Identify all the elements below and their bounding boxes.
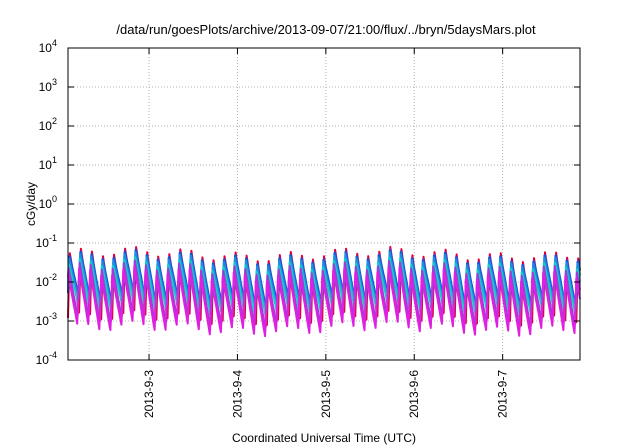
y-axis-label: cGy/day <box>24 182 38 226</box>
chart-title: /data/run/goesPlots/archive/2013-09-07/2… <box>116 22 536 37</box>
y-tick-label: 10-2 <box>36 272 57 289</box>
x-tick-label: 2013-9-5 <box>319 370 333 418</box>
x-axis-ticks: 2013-9-3 2013-9-4 2013-9-5 2013-9-6 2013-9-7 <box>142 48 510 418</box>
series-line <box>67 265 581 338</box>
y-tick-label: 104 <box>39 38 57 55</box>
y-tick-label: 101 <box>39 155 57 172</box>
series-line <box>67 256 581 317</box>
x-tick-label: 2013-9-6 <box>407 370 421 418</box>
series-line <box>67 251 581 313</box>
y-tick-label: 103 <box>39 77 57 94</box>
y-tick-label: 10-1 <box>36 233 57 250</box>
x-axis-label: Coordinated Universal Time (UTC) <box>232 431 416 445</box>
series-line <box>67 259 581 329</box>
y-tick-label: 10-3 <box>36 311 57 328</box>
x-tick-label: 2013-9-7 <box>496 370 510 418</box>
y-tick-label: 100 <box>39 194 57 211</box>
x-tick-label: 2013-9-3 <box>142 370 156 418</box>
series-group <box>67 245 581 338</box>
y-axis-ticks: 10-4 10-3 10-2 10-1 100 101 102 103 104 <box>36 38 580 367</box>
x-tick-label: 2013-9-4 <box>230 370 244 418</box>
y-tick-label: 10-4 <box>36 350 57 367</box>
y-tick-label: 102 <box>39 116 57 133</box>
